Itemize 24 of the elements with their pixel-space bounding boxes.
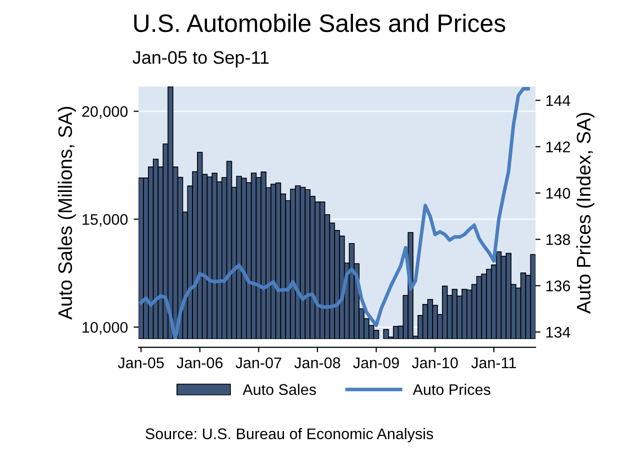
x-tick-label: Jan-06 [176,357,223,368]
line-series [139,87,530,339]
y2-axis-title: Auto Prices (Index, SA) [576,112,594,314]
y-tick-label: 20,000 [82,106,128,119]
y2-tick-label: 138 [546,234,570,246]
x-tick-label: Jan-09 [353,357,399,368]
y2-tick-label: 140 [546,188,570,199]
y2-tick-label: 144 [546,95,570,106]
y-tick-label: 10,000 [82,322,128,335]
x-tick-label: Jan-08 [294,357,340,368]
legend-label: Auto Prices [412,384,490,396]
x-tick-label: Jan-11 [471,358,516,368]
y2-tick-label: 142 [546,142,570,152]
source-note: Source: U.S. Bureau of Economic Analysis [146,428,434,442]
x-tick-label: Jan-05 [118,357,164,368]
legend-label: Auto Sales [242,384,316,396]
y2-tick-label: 134 [546,326,570,338]
x-tick-label: Jan-10 [412,357,458,368]
chart-subtitle: Jan-05 to Sep-11 [132,51,269,68]
y-axis-title: Auto Sales (Millions, SA) [58,106,76,320]
chart-title: U.S. Automobile Sales and Prices [134,14,506,32]
y-tick-label: 15,000 [82,214,128,227]
y2-tick-label: 136 [546,280,570,292]
x-tick-label: Jan-07 [236,357,282,368]
